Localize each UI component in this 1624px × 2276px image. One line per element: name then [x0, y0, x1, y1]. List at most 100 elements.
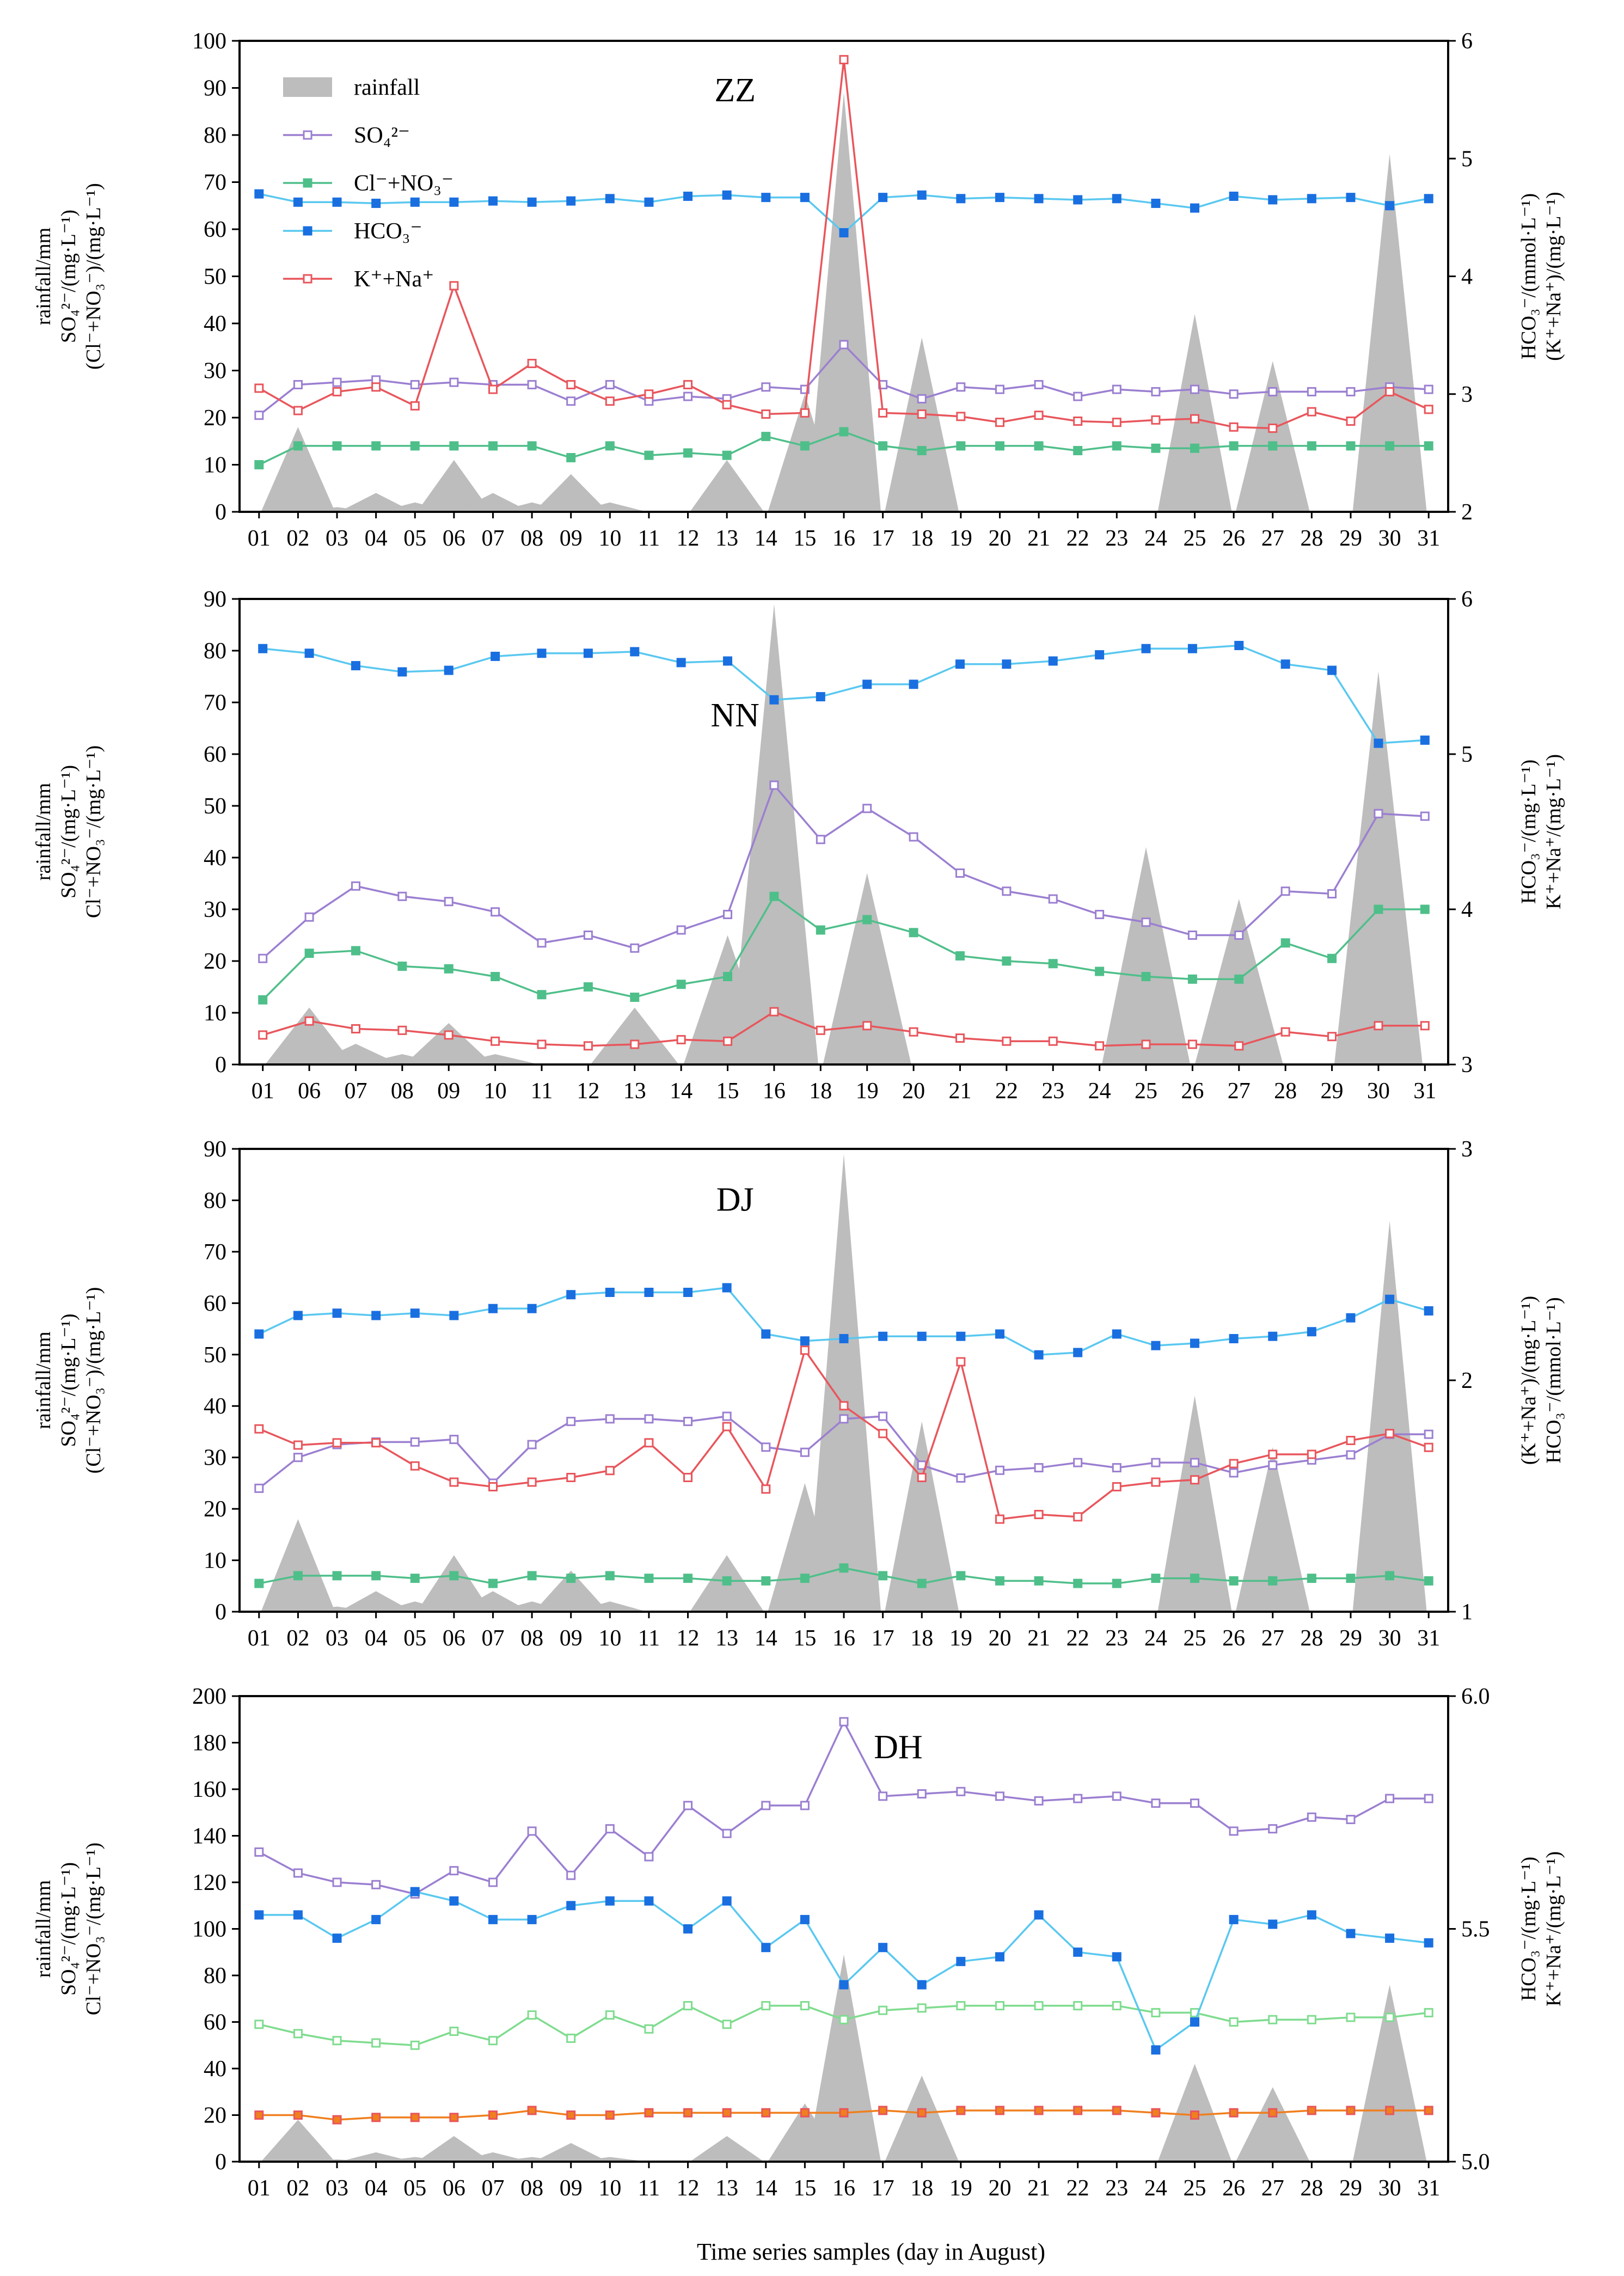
data-point	[761, 432, 771, 442]
data-point	[1190, 1574, 1200, 1583]
data-point	[410, 1308, 420, 1318]
data-point	[488, 1578, 498, 1588]
data-point	[605, 1466, 615, 1476]
data-point	[1112, 1329, 1122, 1339]
data-point	[1374, 738, 1383, 748]
rainfall-mark	[1352, 1985, 1427, 2162]
data-point	[254, 411, 264, 420]
data-point	[956, 2106, 966, 2115]
tick-label: 28	[1300, 526, 1323, 551]
y-label-left: SO₄²⁻/(mg·L⁻¹)	[57, 210, 80, 343]
data-point	[371, 1880, 381, 1889]
y-label-right: HCO₃⁻/(mmol·L⁻¹)	[1542, 1297, 1565, 1463]
tick-label: 29	[1339, 2176, 1362, 2201]
data-point	[723, 656, 733, 666]
tick-label: 03	[326, 1626, 348, 1651]
tick-label: 27	[1261, 1626, 1284, 1651]
data-point	[878, 193, 888, 203]
tick-label: 08	[520, 2176, 543, 2201]
data-point	[410, 1574, 420, 1583]
data-point	[332, 197, 342, 207]
tick-label: 06	[443, 1626, 465, 1651]
rainfall-mark	[456, 2152, 530, 2162]
data-point	[955, 1033, 965, 1043]
data-point	[683, 1924, 693, 1934]
tick-label: 70	[204, 690, 226, 715]
legend-swatch	[283, 77, 332, 97]
data-point	[332, 1571, 342, 1581]
data-point	[1151, 2045, 1161, 2055]
data-point	[371, 2113, 381, 2122]
data-point	[566, 1290, 576, 1300]
data-point	[1346, 1574, 1356, 1583]
data-point	[1385, 1294, 1395, 1304]
legend-marker	[303, 178, 312, 188]
data-point	[293, 406, 303, 415]
data-point	[722, 400, 732, 409]
tick-label: 17	[872, 526, 894, 551]
tick-label: 07	[344, 1079, 367, 1104]
data-point	[1327, 1032, 1337, 1042]
data-point	[644, 2108, 654, 2118]
data-point	[1385, 1571, 1395, 1581]
data-point	[800, 1574, 810, 1583]
data-point	[258, 1030, 268, 1040]
data-point	[761, 1576, 771, 1586]
tick-label: 180	[192, 1731, 226, 1756]
data-point	[537, 938, 547, 948]
rainfall-mark	[456, 493, 530, 512]
data-point	[1112, 2106, 1122, 2115]
data-point	[1073, 446, 1083, 456]
data-point	[488, 1914, 498, 1924]
data-point	[1268, 423, 1278, 433]
data-point	[537, 648, 547, 658]
tick-label: 21	[948, 1079, 971, 1104]
data-point	[683, 1417, 693, 1427]
y-label-left: SO₄²⁻/(mg·L⁻¹)	[57, 765, 80, 898]
rainfall-series	[261, 1154, 1427, 1612]
plot-frame	[238, 598, 1449, 1066]
data-point	[1034, 411, 1044, 420]
panel-title: DJ	[716, 1182, 754, 1219]
data-point	[878, 1943, 888, 1953]
data-point	[800, 1447, 810, 1457]
legend-entry-rainfall: rainfall	[283, 75, 420, 100]
data-point	[1151, 1341, 1161, 1350]
tick-label: 10	[204, 1001, 226, 1026]
tick-label: 30	[1378, 526, 1401, 551]
data-point	[491, 651, 500, 661]
data-point	[1424, 1576, 1433, 1586]
data-point	[1307, 1574, 1316, 1583]
tick-label: 80	[204, 123, 226, 148]
data-point	[1420, 1021, 1430, 1031]
tick-label: 50	[204, 265, 226, 290]
data-point	[1424, 2008, 1433, 2017]
panel-title: ZZ	[714, 72, 756, 109]
data-point	[1141, 644, 1151, 653]
data-point	[1073, 2001, 1083, 2011]
data-point	[1002, 886, 1012, 896]
data-point	[995, 1952, 1004, 1962]
data-point	[1268, 1331, 1278, 1341]
rainfall-mark	[806, 1954, 881, 2162]
data-point	[566, 380, 576, 389]
data-point	[1141, 917, 1151, 927]
data-point	[723, 910, 733, 919]
data-point	[449, 377, 459, 387]
data-point	[371, 198, 381, 208]
series-line	[262, 1011, 1425, 1047]
tick-label: 23	[1105, 1626, 1128, 1651]
data-point	[1073, 2106, 1083, 2115]
data-point	[332, 1877, 342, 1887]
data-point	[1073, 1512, 1083, 1522]
rainfall-mark	[405, 1023, 493, 1064]
data-point	[1346, 1929, 1356, 1938]
data-point	[1307, 407, 1316, 417]
data-point	[293, 2110, 303, 2120]
data-point	[527, 2010, 537, 2020]
data-point	[583, 982, 593, 992]
data-point	[839, 427, 849, 437]
tick-label: 80	[204, 1188, 226, 1213]
data-point	[909, 680, 918, 689]
data-point	[862, 804, 872, 813]
